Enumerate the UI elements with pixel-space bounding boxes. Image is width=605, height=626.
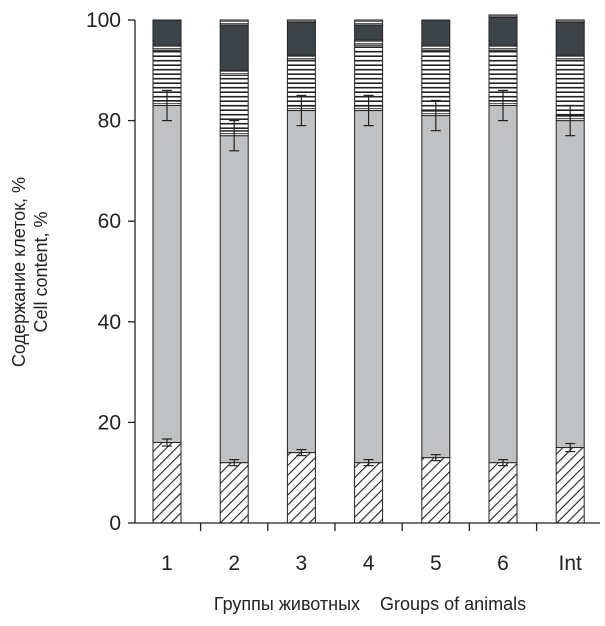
error-bars [162,89,576,467]
bar-segment [421,457,451,524]
x-axis-title: Группы животных Groups of animals [214,594,526,614]
y-tick-label: 40 [98,311,121,334]
error-bar [565,104,576,137]
error-bar [229,119,240,152]
bar-segment [488,105,518,464]
bar-segment [219,135,249,464]
bar-segment [286,54,316,61]
axes [134,20,600,524]
bar-segment [555,447,585,524]
bar-segment [219,19,249,26]
y-tick-label: 80 [98,110,121,133]
error-bar [363,94,374,127]
bar-segment [354,110,384,464]
bar-segment [354,39,384,46]
error-bar [296,448,307,457]
bar-segment [555,54,585,61]
bar-segment [421,115,451,459]
bar-segment [488,14,518,18]
y-tick-label: 0 [109,512,121,535]
bar-segment [219,69,249,76]
error-bar [229,459,240,467]
bar-segment [152,19,182,46]
x-tick-label: 2 [228,552,240,575]
bar-segment [488,16,518,46]
x-tick-label: 3 [296,552,308,575]
error-bar [430,453,441,462]
bar-segment [152,442,182,524]
error-bar [498,89,508,122]
error-bar [162,89,172,122]
y-axis-ticks: 0 20 40 60 80 100 [86,9,135,535]
y-tick-label: 100 [86,9,121,32]
y-axis-title-line-2: Cell content, % [31,211,51,332]
bar-segment [219,462,249,524]
bar-segment [219,24,249,71]
bar-segment [286,110,316,454]
bar-segment [354,462,384,524]
y-axis-title: Содержание клеток, % Cell content, % [9,177,51,367]
bar-segment [152,105,182,444]
x-tick-label: 4 [363,552,375,575]
bar-segment [286,452,316,524]
bar-segment [488,44,518,51]
bar-segment [354,24,384,41]
error-bar [296,94,307,127]
bar-segment [152,44,182,51]
x-axis-ticks: 1 2 3 4 5 6 Int [161,523,582,575]
error-bar [430,99,441,132]
y-axis-title-line-1: Содержание клеток, % [9,177,29,367]
x-tick-label: 5 [430,552,442,575]
error-bar [565,442,576,453]
y-tick-label: 20 [98,411,121,434]
bar-segment [421,19,451,46]
bar-segment [421,44,451,51]
bar-segment [488,462,518,524]
x-tick-label: Int [559,552,583,575]
error-bar [498,459,508,467]
error-bar [162,438,172,447]
bar-segment [555,19,585,24]
x-tick-label: 1 [161,552,173,575]
error-bar [363,459,374,467]
bar-segment [286,22,316,56]
bar-segment [286,19,316,24]
x-tick-label: 6 [497,552,509,575]
bar-segment [354,19,384,26]
y-tick-label: 60 [98,210,121,233]
bar-segment [555,120,585,449]
bars [152,14,585,524]
bar-segment [555,22,585,56]
